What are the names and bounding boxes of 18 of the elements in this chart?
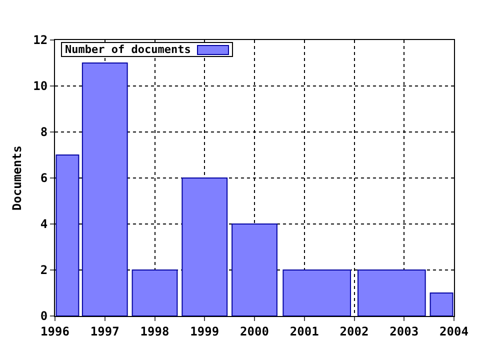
y-tick-label: 10 — [33, 79, 48, 94]
x-tick-label: 1998 — [140, 324, 170, 338]
x-tick-label: 2002 — [340, 324, 369, 338]
x-tick-label: 1999 — [190, 324, 220, 338]
y-tick-label: 12 — [33, 33, 48, 48]
x-tick-label: 1997 — [90, 324, 120, 338]
x-tick-label: 2003 — [390, 324, 419, 338]
x-tick-label: 2004 — [440, 324, 468, 338]
y-tick-label: 6 — [40, 171, 48, 186]
x-tick-label: 1996 — [40, 324, 70, 338]
y-axis-title: Documents — [10, 145, 24, 211]
y-tick-label: 0 — [40, 309, 48, 324]
y-tick-label: 8 — [40, 125, 48, 140]
legend-label: Number of documents — [65, 43, 191, 56]
x-tick-label: 2000 — [240, 324, 269, 338]
y-tick-label: 4 — [40, 217, 48, 232]
y-tick-label: 2 — [40, 263, 48, 278]
x-tick-label: 2001 — [290, 324, 319, 338]
